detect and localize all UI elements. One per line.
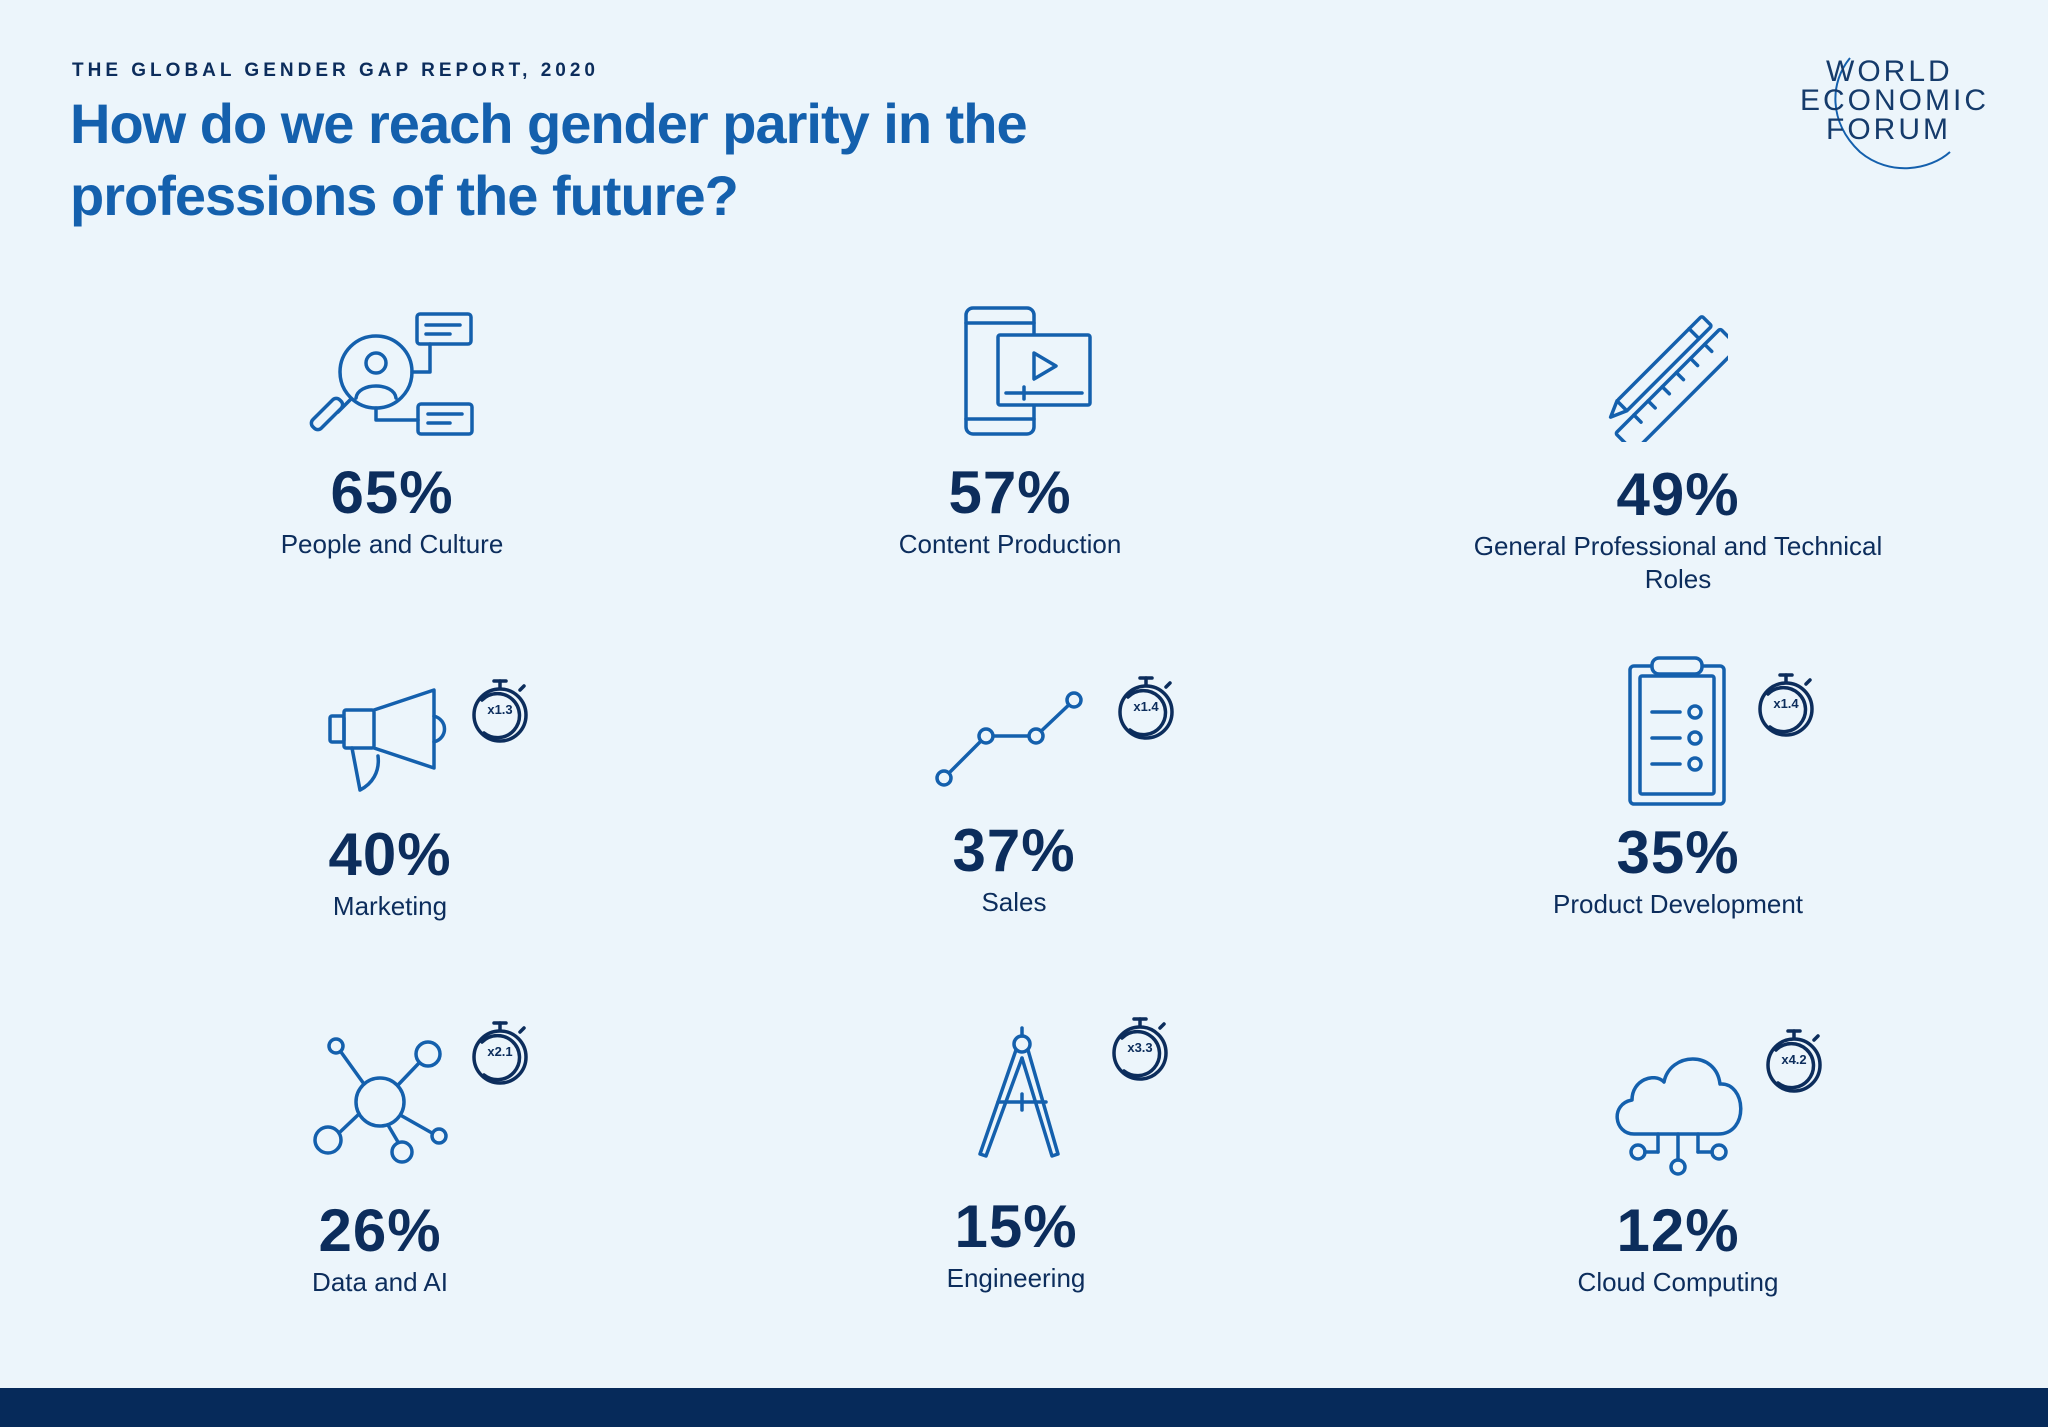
stat-general-professional: 49% General Professional and Technical R… [1468, 460, 1888, 596]
stat-label: Sales [981, 887, 1047, 917]
compass-icon [978, 1026, 1060, 1158]
multiplier-badge: x2.1 [487, 1044, 513, 1059]
stat-value: 35% [1616, 819, 1740, 886]
network-icon [313, 1037, 448, 1164]
multiplier-badge: x1.4 [1773, 696, 1799, 711]
logo-arc-icon [1834, 57, 1951, 170]
stat-cloud-computing: 12% Cloud Computing [1468, 1196, 1888, 1299]
logo-word-3: FORUM [1826, 113, 1951, 146]
timer-icon [1766, 1029, 1822, 1093]
stat-value: 37% [952, 817, 1076, 884]
stat-label: Data and AI [312, 1267, 448, 1297]
stat-label: Engineering [946, 1263, 1086, 1293]
clipboard-icon [1628, 656, 1726, 806]
multiplier-badge: x3.3 [1127, 1040, 1153, 1055]
wef-logo: WORLD ECONOMIC FORUM [1790, 52, 1990, 172]
stat-value: 57% [948, 459, 1072, 526]
multiplier-badge: x1.3 [487, 702, 513, 717]
stat-value: 65% [330, 459, 454, 526]
megaphone-icon [328, 688, 447, 792]
report-eyebrow: THE GLOBAL GENDER GAP REPORT, 2020 [72, 60, 599, 81]
stat-label: Marketing [332, 891, 448, 921]
line-chart-icon [935, 691, 1083, 787]
stat-content-production: 57% Content Production [800, 458, 1220, 561]
stat-label: Product Development [1552, 889, 1804, 919]
multiplier-badge: x1.4 [1133, 699, 1159, 714]
stat-value: 49% [1616, 461, 1740, 528]
logo-word-2: ECONOMIC [1800, 84, 1989, 117]
mobile-video-icon [964, 306, 1092, 436]
logo-word-1: WORLD [1826, 55, 1953, 88]
stat-sales: 37% Sales [804, 816, 1224, 919]
stat-value: 15% [954, 1193, 1078, 1260]
stat-data-and-ai: 26% Data and AI [170, 1196, 590, 1299]
pen-ruler-icon [1608, 315, 1728, 442]
stat-value: 26% [318, 1197, 442, 1264]
stat-product-development: 35% Product Development [1468, 818, 1888, 921]
stat-marketing: 40% Marketing [180, 820, 600, 923]
stat-label: Content Production [898, 529, 1122, 559]
stat-label: Cloud Computing [1577, 1267, 1779, 1297]
timer-icon [1118, 676, 1174, 740]
cloud-icon [1615, 1057, 1743, 1176]
stat-value: 12% [1616, 1197, 1740, 1264]
timer-icon [472, 1021, 528, 1085]
stat-engineering: 15% Engineering [806, 1192, 1226, 1295]
timer-icon [1758, 673, 1814, 737]
multiplier-badge: x4.2 [1781, 1052, 1807, 1067]
people-search-icon [309, 312, 474, 436]
stat-value: 40% [328, 821, 452, 888]
timer-icon [1112, 1017, 1168, 1081]
stat-label: People and Culture [280, 529, 504, 559]
stat-people-and-culture: 65% People and Culture [182, 458, 602, 561]
footer-bar [0, 1388, 2048, 1427]
stat-label: General Professional and Technical Roles [1473, 531, 1883, 594]
timer-icon [472, 679, 528, 743]
page-title: How do we reach gender parity in the pro… [70, 92, 1028, 227]
